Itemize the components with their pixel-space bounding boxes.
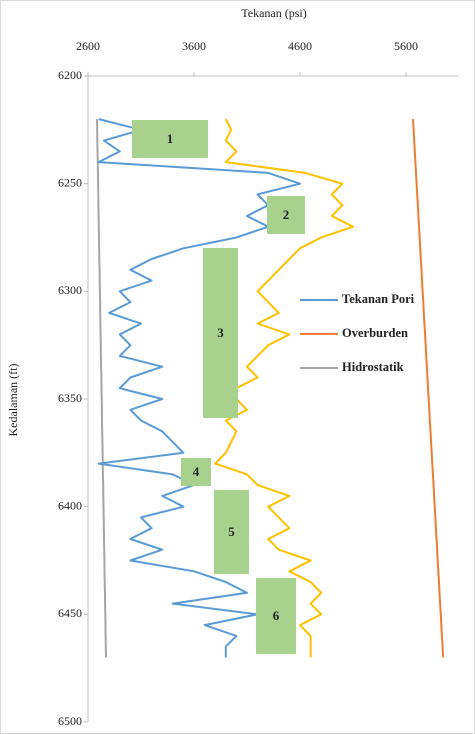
annotation-box: [214, 490, 249, 574]
y-tick-label: 6350: [58, 391, 82, 405]
annotation-box: [203, 248, 238, 418]
annotation-label: 1: [167, 131, 174, 146]
annotation-label: 4: [193, 464, 200, 479]
y-tick-label: 6300: [58, 283, 82, 297]
legend-label: Tekanan Pori: [342, 292, 415, 306]
legend-label: Overburden: [342, 326, 408, 340]
annotation-box: [267, 196, 305, 234]
legend-label: Hidrostatik: [342, 360, 404, 374]
y-tick-label: 6200: [58, 68, 82, 82]
y-tick-label: 6400: [58, 498, 82, 512]
annotation-box: [181, 458, 211, 486]
x-tick-label: 4600: [288, 39, 312, 53]
annotation-label: 5: [228, 524, 235, 539]
x-axis-title: Tekanan (psi): [241, 6, 306, 20]
annotation-label: 2: [283, 207, 290, 222]
y-tick-label: 6250: [58, 175, 82, 189]
series-line: [97, 118, 301, 658]
x-tick-label: 5600: [394, 39, 418, 53]
annotation-box: [132, 120, 208, 158]
x-tick-label: 2600: [76, 39, 100, 53]
series-line: [412, 119, 445, 658]
x-tick-label: 3600: [182, 39, 206, 53]
annotation-label: 6: [273, 608, 280, 623]
y-tick-label: 6450: [58, 606, 82, 620]
series-line: [96, 119, 107, 658]
annotation-label: 3: [217, 325, 224, 340]
annotation-box: [256, 578, 296, 654]
y-tick-label: 6500: [58, 714, 82, 728]
y-axis-title: Kedalaman (ft): [6, 364, 20, 437]
